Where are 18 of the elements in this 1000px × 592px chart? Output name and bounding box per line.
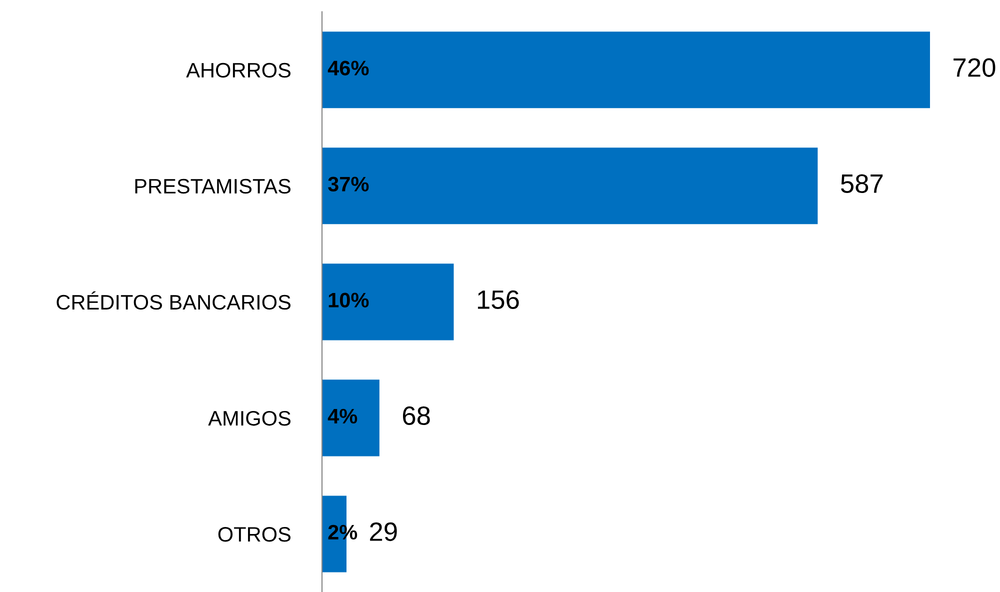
bar [322,380,380,456]
y-tick-label: AHORROS [186,62,290,78]
y-tick-label: AMIGOS [208,410,290,426]
annotation: 10% [328,292,369,308]
annotation: 4% [328,408,358,424]
y-tick-label: PRESTAMISTAS [135,178,290,194]
data-label: 29 [370,522,397,542]
y-tick-label: OTROS [218,526,290,542]
data-label: 720 [954,58,996,77]
bar [322,148,818,224]
bar [322,32,930,108]
bar [322,264,454,340]
annotation: 46% [328,60,369,76]
data-label: 68 [402,406,430,426]
data-label: 587 [840,174,883,193]
y-tick-label: CRÉDITOS BANCARIOS [56,291,290,310]
annotation: 37% [328,176,369,192]
data-label: 156 [478,290,519,310]
